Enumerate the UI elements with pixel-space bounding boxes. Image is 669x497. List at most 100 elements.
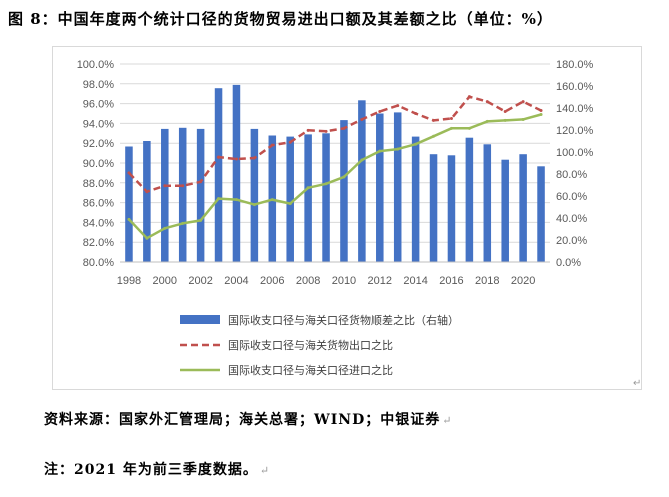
x-axis-tick-label: 2020 <box>511 275 535 287</box>
left-axis-tick-label: 94.0% <box>83 118 114 130</box>
legend-label: 国际收支口径与海关口径货物顺差之比（右轴） <box>228 313 459 327</box>
x-axis-tick-label: 2006 <box>260 275 284 287</box>
point-import-ratio <box>234 198 238 202</box>
point-export-ratio <box>181 184 185 188</box>
right-axis-tick-label: 160.0% <box>556 81 594 93</box>
left-axis-tick-label: 98.0% <box>83 79 114 91</box>
bar-bpm-customs-surplus-ratio <box>501 159 509 262</box>
bar-bpm-customs-surplus-ratio <box>250 128 259 262</box>
point-export-ratio <box>252 156 256 160</box>
left-axis-tick-label: 86.0% <box>83 198 114 210</box>
point-import-ratio <box>467 126 471 130</box>
x-axis-tick-label: 2004 <box>224 275 248 287</box>
bar-bpm-customs-surplus-ratio <box>161 128 169 262</box>
point-export-ratio <box>217 155 221 159</box>
point-export-ratio <box>449 116 453 120</box>
source-text: 资料来源：国家外汇管理局；海关总署；WIND；中银证券 <box>44 412 441 428</box>
point-import-ratio <box>145 236 149 240</box>
point-import-ratio <box>521 117 525 121</box>
left-axis-tick-label: 96.0% <box>83 99 114 111</box>
bar-bpm-customs-surplus-ratio <box>125 146 133 262</box>
point-import-ratio <box>127 217 131 221</box>
point-import-ratio <box>181 221 185 225</box>
legend-layer: 国际收支口径与海关口径货物顺差之比（右轴） 国际收支口径与海关货物出口之比国际收支… <box>180 313 459 377</box>
bar-bpm-customs-surplus-ratio <box>143 141 151 262</box>
chart-area: 80.0% 82.0% 84.0% 86.0% 88.0% 90.0% 92.0% 94.0%… <box>40 38 643 391</box>
left-axis-tick-label: 82.0% <box>83 237 114 249</box>
bar-bpm-customs-surplus-ratio <box>376 113 384 262</box>
point-import-ratio <box>342 175 346 179</box>
point-export-ratio <box>485 100 489 104</box>
point-export-ratio <box>414 112 418 115</box>
legend-label: 国际收支口径与海关口径进口之比 <box>228 363 393 377</box>
point-export-ratio <box>306 128 310 132</box>
right-axis-tick-label: 180.0% <box>556 59 594 71</box>
right-axis-tick-label: 80.0% <box>556 169 587 181</box>
point-import-ratio <box>503 118 507 122</box>
chart-frame <box>52 46 642 390</box>
point-export-ratio <box>145 190 149 194</box>
left-axis-tick-label: 100.0% <box>77 59 115 71</box>
bar-bpm-customs-surplus-ratio <box>537 166 545 262</box>
bar-bpm-customs-surplus-ratio <box>340 120 348 262</box>
point-import-ratio <box>252 203 256 207</box>
bar-bpm-customs-surplus-ratio <box>411 136 420 262</box>
point-import-ratio <box>217 197 221 201</box>
chart-svg: 80.0% 82.0% 84.0% 86.0% 88.0% 90.0% 92.0% 94.0%… <box>77 59 594 377</box>
bar-bpm-customs-surplus-ratio <box>322 133 330 262</box>
right-axis-tick-label: 40.0% <box>556 213 587 225</box>
point-export-ratio <box>342 126 346 130</box>
bar-bpm-customs-surplus-ratio <box>304 134 312 262</box>
point-export-ratio <box>288 140 292 144</box>
chart-title: 图 8：中国年度两个统计口径的货物贸易进出口额及其差额之比（单位：%） <box>8 10 553 28</box>
point-import-ratio <box>449 126 453 130</box>
right-axis-tick-label: 60.0% <box>556 191 587 203</box>
point-import-ratio <box>539 112 543 116</box>
x-axis-tick-label: 2008 <box>296 275 320 287</box>
point-import-ratio <box>306 186 310 190</box>
legend-swatch-bar <box>180 315 220 324</box>
right-axis-tick-label: 140.0% <box>556 103 594 115</box>
x-axis-tick-label: 2018 <box>475 275 499 287</box>
left-axis-tick-label: 90.0% <box>83 158 114 170</box>
point-export-ratio <box>539 109 543 113</box>
bar-bpm-customs-surplus-ratio <box>519 154 527 262</box>
point-import-ratio <box>199 218 203 222</box>
point-export-ratio <box>199 180 203 184</box>
left-axis-tick-label: 84.0% <box>83 217 114 229</box>
point-export-ratio <box>270 143 274 147</box>
point-export-ratio <box>163 184 167 188</box>
bar-bpm-customs-surplus-ratio <box>483 144 492 262</box>
source-note: 资料来源：国家外汇管理局；海关总署；WIND；中银证券 ↵ <box>44 409 452 429</box>
point-export-ratio <box>324 129 328 133</box>
point-import-ratio <box>288 202 292 206</box>
point-export-ratio <box>467 95 471 99</box>
x-axis-tick-label: 2012 <box>368 275 392 287</box>
x-axis-tick-label: 2010 <box>332 275 356 287</box>
point-import-ratio <box>360 158 364 162</box>
legend-label: 国际收支口径与海关货物出口之比 <box>228 338 393 352</box>
point-export-ratio <box>378 110 382 114</box>
point-export-ratio <box>127 171 131 175</box>
line-export-ratio <box>128 95 542 193</box>
point-import-ratio <box>414 142 418 146</box>
bar-bpm-customs-surplus-ratio <box>429 154 438 262</box>
point-import-ratio <box>396 147 400 151</box>
point-export-ratio <box>360 117 364 121</box>
bar-bpm-customs-surplus-ratio <box>196 128 205 262</box>
line-layer <box>127 95 543 240</box>
line-import-ratio <box>128 113 542 240</box>
footnote-text: 注：2021 年为前三季度数据。 <box>44 462 258 478</box>
paragraph-mark: ↵ <box>633 378 642 389</box>
bar-bpm-customs-surplus-ratio <box>286 136 294 262</box>
bar-bpm-customs-surplus-ratio <box>393 112 402 263</box>
point-import-ratio <box>163 226 167 230</box>
left-axis-tick-label: 80.0% <box>83 257 114 269</box>
point-import-ratio <box>378 149 382 153</box>
x-axis-tick-label: 2014 <box>403 275 427 287</box>
axis-layer: 80.0% 82.0% 84.0% 86.0% 88.0% 90.0% 92.0% 94.0%… <box>77 59 594 287</box>
bar-bpm-customs-surplus-ratio <box>214 88 223 262</box>
footnote: 注：2021 年为前三季度数据。 ↵ <box>44 459 270 479</box>
x-axis-tick-label: 2016 <box>439 275 463 287</box>
point-import-ratio <box>270 198 274 202</box>
